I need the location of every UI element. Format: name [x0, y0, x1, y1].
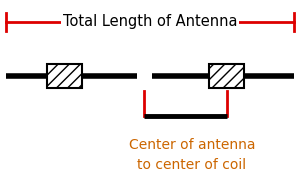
- Text: Total Length of Antenna: Total Length of Antenna: [63, 14, 237, 29]
- Bar: [47, 64, 82, 88]
- Bar: [209, 64, 244, 88]
- Text: Center of antenna: Center of antenna: [129, 138, 255, 152]
- Text: to center of coil: to center of coil: [137, 158, 247, 172]
